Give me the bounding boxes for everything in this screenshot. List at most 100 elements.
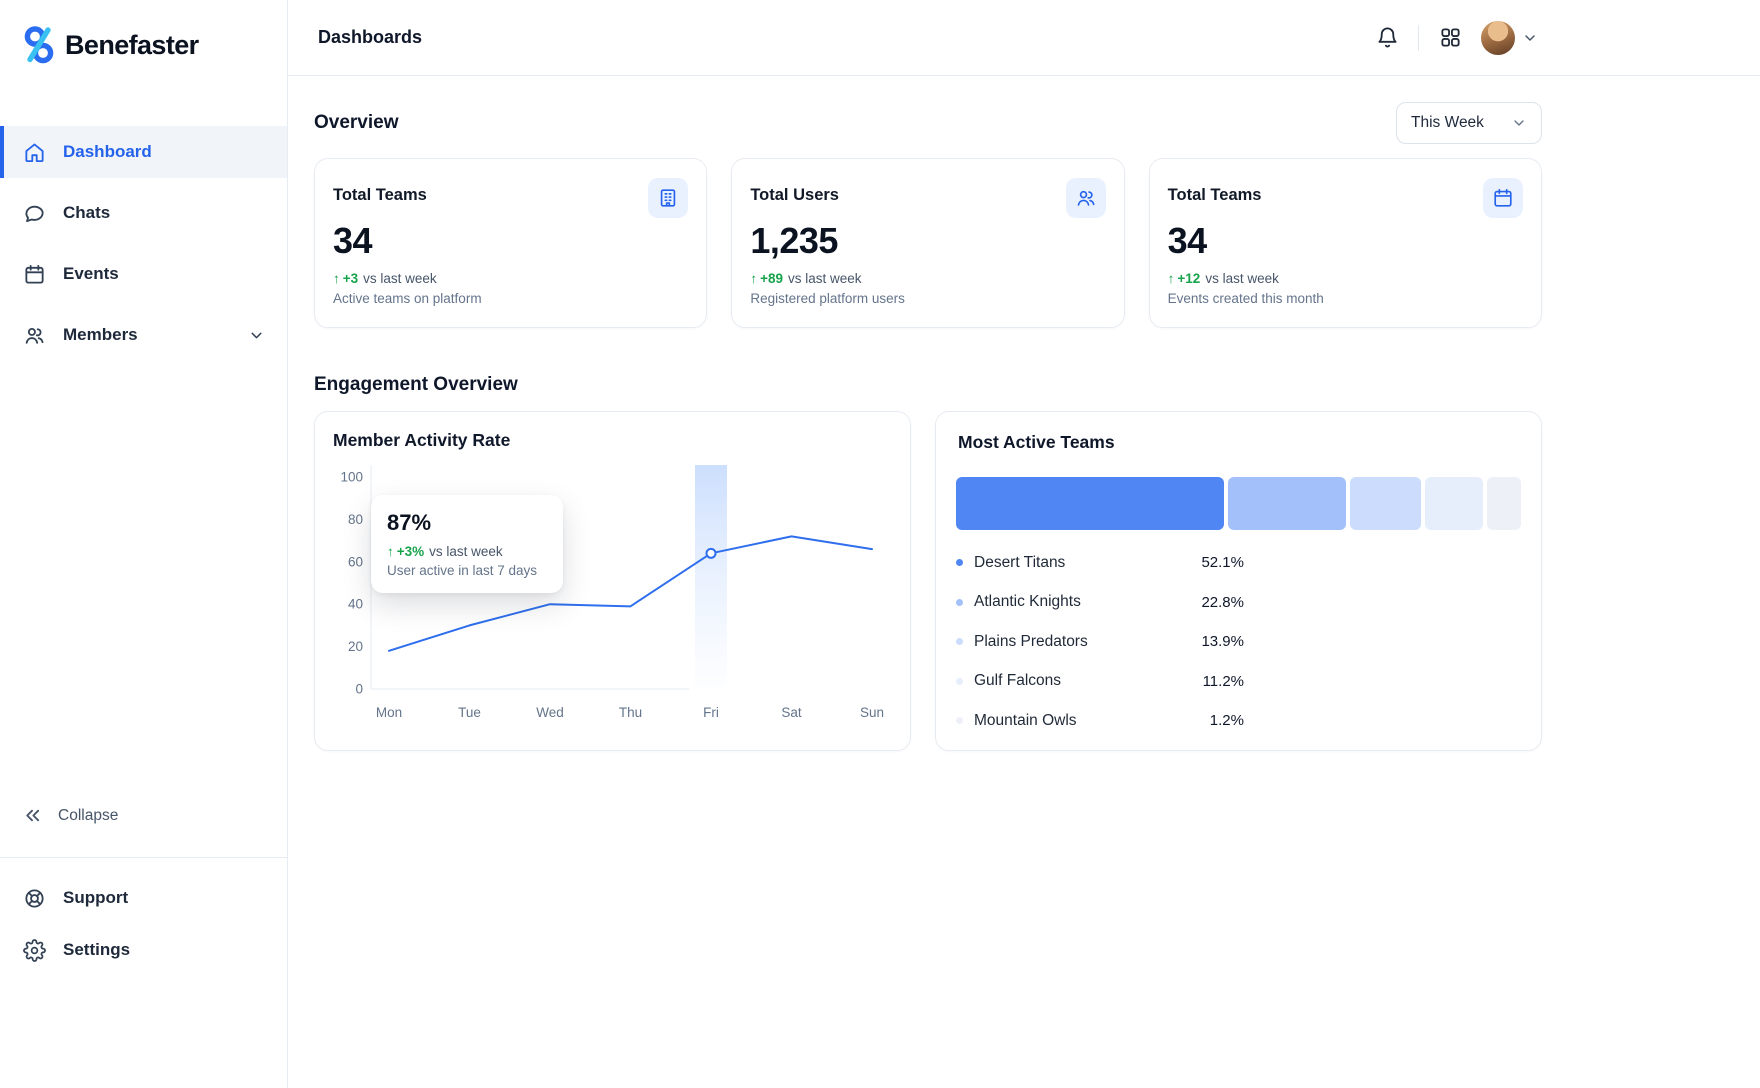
svg-text:Mon: Mon	[376, 705, 402, 720]
stat-delta: ↑ +89 vs last week	[750, 271, 1105, 286]
apps-grid-button[interactable]	[1438, 26, 1462, 50]
stat-title: Total Teams	[333, 186, 427, 204]
main-content: Overview This Week Total Teams	[288, 76, 1542, 751]
delta-value: +3%	[396, 544, 425, 559]
tooltip-delta: ↑ +3% vs last week	[387, 544, 547, 559]
stat-delta: ↑ +12 vs last week	[1168, 271, 1523, 286]
sidebar-item-events[interactable]: Events	[0, 248, 287, 300]
topbar: Dashboards	[288, 0, 1760, 76]
chart-tooltip: 87% ↑ +3% vs last week User active in las…	[371, 495, 563, 593]
team-share-value: 52.1%	[1201, 554, 1244, 572]
activity-chart-area: 0 20 40 60 80 100 Mon Tue Wed Thu Fri Sat Sun 87% ↑ +…	[331, 457, 894, 725]
sidebar-item-label: Chats	[63, 203, 111, 222]
team-color-dot	[956, 559, 963, 567]
sidebar-item-support[interactable]: Support	[0, 872, 287, 924]
sidebar-item-settings[interactable]: Settings	[0, 924, 287, 976]
team-name: Atlantic Knights	[974, 593, 1081, 611]
sidebar-item-label: Support	[63, 888, 129, 907]
team-share-segment	[1349, 477, 1422, 530]
user-menu[interactable]	[1481, 20, 1538, 55]
calendar-icon	[22, 262, 46, 286]
svg-text:Sat: Sat	[781, 705, 802, 720]
divider	[1418, 24, 1419, 51]
app-name: Benefaster	[65, 29, 199, 60]
team-row: Desert Titans 52.1%	[956, 543, 1244, 583]
highlight-marker	[705, 547, 717, 559]
trend-up-icon: ↑	[750, 271, 758, 286]
team-row: Plains Predators 13.9%	[956, 622, 1244, 662]
team-share-segment	[1425, 477, 1483, 530]
collapse-button[interactable]: Collapse	[0, 791, 287, 841]
stat-title: Total Teams	[1167, 186, 1262, 204]
stat-value: 1,235	[750, 220, 838, 261]
sidebar-item-dashboard[interactable]: Dashboard	[0, 126, 287, 178]
delta-suffix: vs last week	[787, 271, 862, 286]
team-share-value: 1.2%	[1209, 712, 1244, 730]
stat-card-events: Total Teams 34 ↑ +12 vs last week Events …	[1148, 158, 1542, 328]
collapse-label: Collapse	[58, 807, 119, 824]
team-row: Mountain Owls 1.2%	[956, 701, 1244, 741]
chevron-down-icon	[1522, 30, 1538, 46]
chart-title: Most Active Teams	[958, 432, 1115, 452]
time-range-value: This Week	[1411, 114, 1484, 131]
logo[interactable]: Benefaster	[0, 0, 287, 66]
page-title: Dashboards	[318, 27, 423, 47]
users-icon	[1065, 178, 1106, 218]
chart-title: Member Activity Rate	[333, 430, 511, 450]
sidebar-footer: Collapse Support Settings	[0, 791, 287, 1088]
team-name: Gulf Falcons	[974, 672, 1062, 690]
sidebar-item-chats[interactable]: Chats	[0, 187, 287, 239]
chevron-down-icon	[248, 327, 265, 344]
sidebar-item-label: Members	[63, 325, 138, 344]
bell-icon	[1376, 26, 1399, 49]
svg-text:100: 100	[340, 470, 363, 485]
svg-text:Tue: Tue	[458, 705, 481, 720]
sidebar-item-members[interactable]: Members	[0, 309, 287, 361]
sidebar-item-label: Events	[63, 264, 119, 283]
delta-suffix: vs last week	[363, 271, 437, 286]
svg-text:Sun: Sun	[860, 705, 884, 720]
svg-text:40: 40	[348, 597, 363, 612]
chevron-down-icon	[1511, 115, 1527, 131]
activity-line-chart[interactable]: 0 20 40 60 80 100 Mon Tue Wed Thu Fri Sat Sun	[331, 457, 891, 725]
team-name: Plains Predators	[974, 632, 1088, 650]
team-name: Desert Titans	[974, 553, 1066, 571]
stat-caption: Registered platform users	[750, 291, 905, 306]
team-share-segment	[1228, 477, 1346, 530]
team-name: Mountain Owls	[974, 711, 1077, 729]
delta-value: +12	[1177, 271, 1201, 286]
delta-suffix: vs last week	[1205, 271, 1279, 286]
notifications-button[interactable]	[1375, 26, 1399, 50]
svg-text:Thu: Thu	[619, 705, 642, 720]
calendar-icon	[1483, 178, 1523, 218]
collapse-icon	[22, 805, 44, 827]
team-share-segment	[956, 477, 1225, 530]
tooltip-caption: User active in last 7 days	[387, 563, 538, 578]
activity-line	[388, 535, 873, 652]
team-row: Gulf Falcons 11.2%	[956, 662, 1244, 702]
chat-icon	[22, 201, 46, 225]
team-share-value: 22.8%	[1201, 593, 1244, 611]
member-activity-card: Member Activity Rate 0 20 40 60 80 100 Mon Tue W…	[314, 411, 911, 751]
svg-text:60: 60	[348, 554, 363, 569]
trend-up-icon: ↑	[333, 271, 340, 286]
team-share-value: 13.9%	[1201, 633, 1244, 651]
delta-value: +89	[760, 271, 783, 286]
gear-icon	[22, 938, 46, 962]
svg-text:20: 20	[348, 639, 363, 654]
sidebar: Benefaster Dashboard Chats Events	[0, 0, 288, 1088]
team-color-dot	[956, 717, 963, 725]
stat-delta: ↑ +3 vs last week	[333, 271, 688, 286]
highlight-band	[695, 465, 727, 689]
team-share-bar	[956, 477, 1521, 530]
engagement-heading: Engagement Overview	[314, 374, 518, 395]
stat-cards: Total Teams 34 ↑ +3 vs last week Active t…	[314, 158, 1542, 328]
sidebar-item-label: Dashboard	[63, 142, 152, 161]
stat-caption: Events created this month	[1167, 291, 1324, 306]
delta-suffix: vs last week	[429, 544, 503, 559]
tooltip-value: 87%	[387, 510, 432, 535]
team-row: Atlantic Knights 22.8%	[956, 583, 1244, 623]
team-share-value: 11.2%	[1202, 672, 1244, 690]
time-range-select[interactable]: This Week	[1396, 102, 1542, 144]
